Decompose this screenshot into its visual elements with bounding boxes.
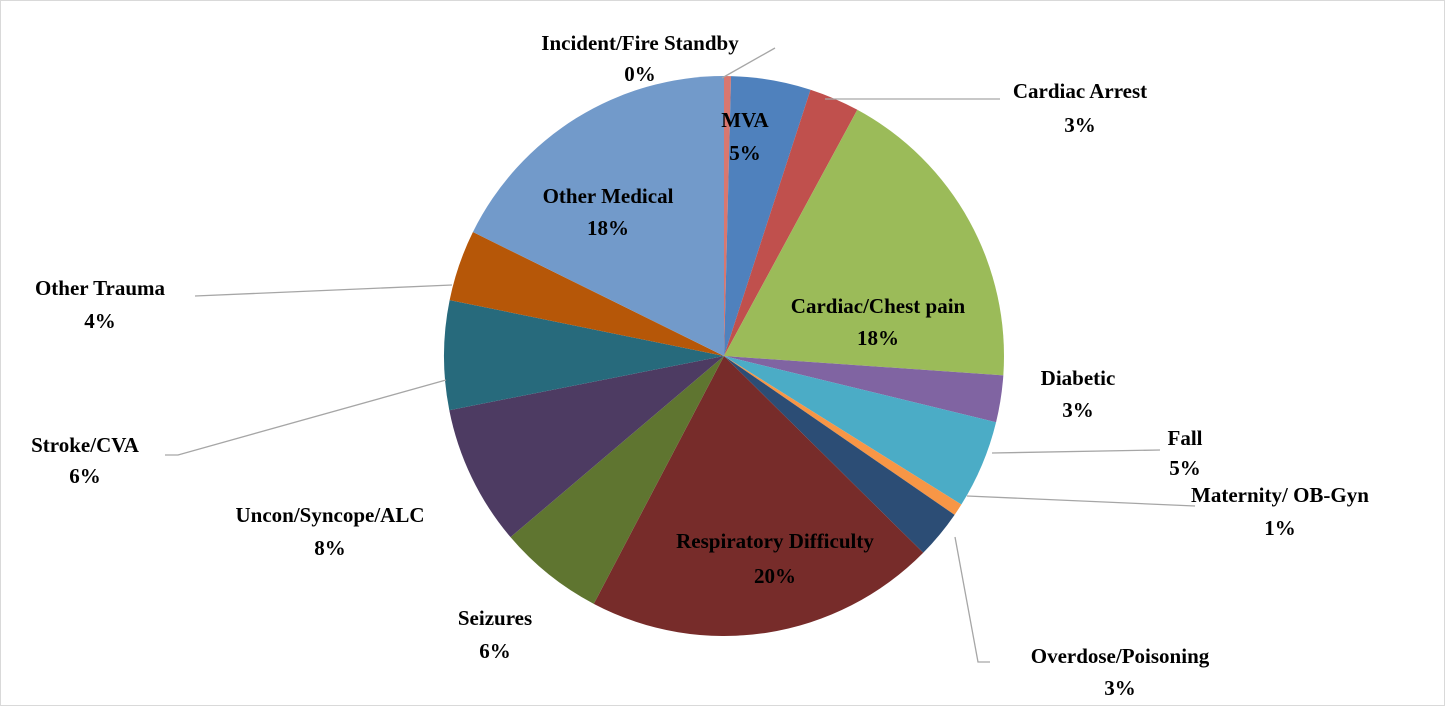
pie-slice (593, 356, 924, 636)
pie-slice (724, 109, 1004, 376)
slice-label: Incident/Fire Standby (541, 31, 739, 55)
slice-label: Diabetic (1041, 366, 1116, 390)
pie-slice (472, 76, 724, 356)
pie-slice (724, 356, 955, 553)
slice-value-label: 0% (624, 62, 656, 86)
slice-value-label: 8% (314, 536, 346, 560)
leader-line (991, 449, 1161, 454)
slice-label: Seizures (458, 606, 532, 630)
slice-value-label: 3% (1064, 113, 1096, 137)
slice-label: Fall (1168, 426, 1203, 450)
leader-line (165, 379, 447, 456)
pie-slice (449, 356, 724, 538)
slice-label: Respiratory Difficulty (676, 529, 874, 553)
slice-label: MVA (721, 108, 769, 132)
pie-slice (724, 89, 858, 357)
pie-slice (444, 300, 724, 411)
slice-value-label: 6% (69, 464, 101, 488)
leader-line (721, 47, 776, 79)
slice-value-label: 3% (1062, 398, 1094, 422)
pie-slice (724, 356, 997, 505)
slice-label: Maternity/ OB-Gyn (1191, 483, 1369, 507)
slice-value-label: 20% (754, 564, 796, 588)
slice-value-label: 18% (857, 326, 899, 350)
pie-slice (449, 232, 724, 356)
pie-slice (724, 76, 811, 356)
leader-line (954, 536, 990, 663)
leader-line (966, 495, 1196, 507)
leader-line (194, 284, 453, 297)
slice-label: Other Medical (543, 184, 674, 208)
slice-value-label: 18% (587, 216, 629, 240)
pie-slice (724, 356, 1004, 423)
slice-value-label: 3% (1104, 676, 1136, 700)
slice-value-label: 6% (479, 639, 511, 663)
slice-value-label: 5% (729, 141, 761, 165)
slice-value-label: 5% (1169, 456, 1201, 480)
slice-label: Stroke/CVA (31, 433, 140, 457)
slice-label: Cardiac Arrest (1013, 79, 1147, 103)
slice-label: Other Trauma (35, 276, 166, 300)
pie-slice (724, 356, 962, 515)
pie-slice (724, 76, 732, 356)
slice-label: Overdose/Poisoning (1031, 644, 1210, 668)
slice-label: Cardiac/Chest pain (791, 294, 966, 318)
slice-label: Uncon/Syncope/ALC (235, 503, 424, 527)
pie-slice (510, 356, 724, 604)
slice-value-label: 4% (84, 309, 116, 333)
slice-value-label: 1% (1264, 516, 1296, 540)
